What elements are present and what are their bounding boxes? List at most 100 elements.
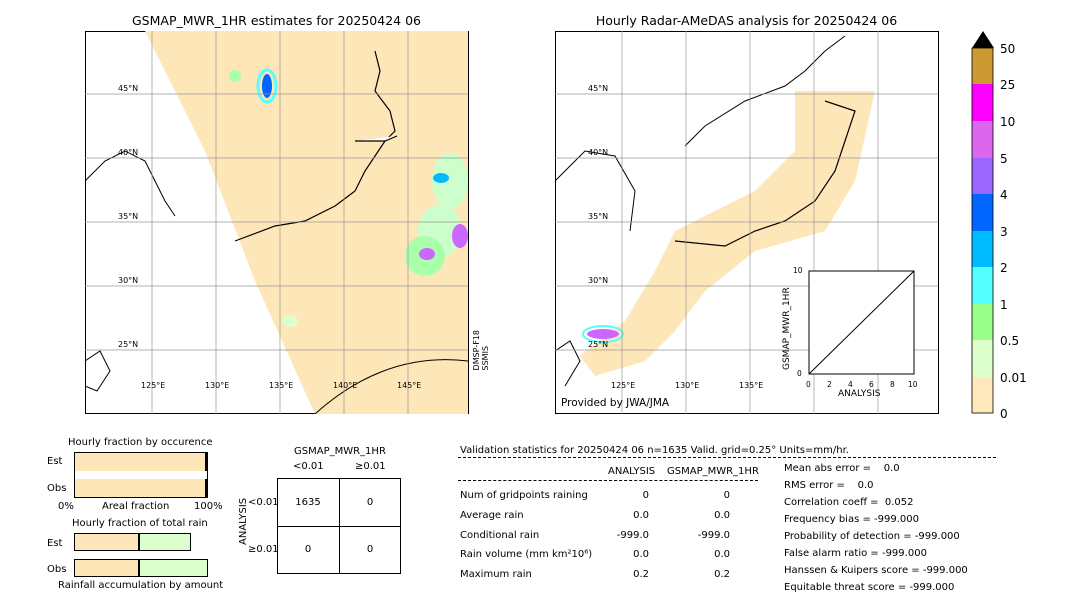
- score: False alarm ratio = -999.000: [784, 548, 927, 559]
- inset-scatter: [808, 270, 915, 375]
- stat-gsmap: 0.2: [714, 569, 730, 580]
- colorbar-label: 25: [1000, 78, 1016, 92]
- stat-label: Rain volume (mm km²10⁶): [460, 549, 593, 560]
- divider: [458, 457, 996, 458]
- axis-right: 100%: [194, 501, 223, 512]
- inset-xtick: 6: [869, 380, 874, 389]
- stat-analysis: -999.0: [616, 530, 649, 541]
- lat-label: 30°N: [588, 276, 609, 285]
- lon-label: 145°E: [397, 381, 422, 390]
- colorbar-label: 2: [1000, 261, 1008, 275]
- lon-label: 130°E: [205, 381, 230, 390]
- axis-left: 0%: [58, 501, 74, 512]
- rain-patch: [587, 329, 619, 339]
- rain-patch: [262, 74, 272, 98]
- divider: [458, 480, 758, 481]
- contingency-grid: [277, 478, 401, 574]
- stat-gsmap: -999.0: [697, 530, 730, 541]
- fraction-total-title: Hourly fraction of total rain: [72, 518, 208, 529]
- stat-gsmap: 0: [723, 490, 730, 501]
- score: Mean abs error = 0.0: [784, 463, 900, 474]
- score: Equitable threat score = -999.000: [784, 582, 955, 593]
- est-total-bar-a: [74, 533, 139, 551]
- analysis-region: [580, 91, 875, 376]
- lon-label: 135°E: [269, 381, 294, 390]
- stat-label: Maximum rain: [460, 569, 532, 580]
- lon-label: 140°E: [333, 381, 358, 390]
- left-map: [85, 31, 469, 414]
- colorbar-label: 3: [1000, 225, 1008, 239]
- colorbar-label: 0.01: [1000, 371, 1027, 385]
- colorbar-label: 0: [1000, 407, 1008, 421]
- lat-label: 40°N: [588, 148, 609, 157]
- lat-label: 35°N: [118, 212, 139, 221]
- score: Probability of detection = -999.000: [784, 531, 960, 542]
- col-gsmap: GSMAP_MWR_1HR: [667, 466, 759, 477]
- stat-label: Average rain: [460, 510, 524, 521]
- stat-label: Conditional rain: [460, 530, 540, 541]
- validation-header: Validation statistics for 20250424 06 n=…: [460, 445, 849, 456]
- score: Frequency bias = -999.000: [784, 514, 919, 525]
- lon-label: 135°E: [739, 381, 764, 390]
- col-header: <0.01: [293, 461, 324, 472]
- lat-label: 25°N: [118, 340, 139, 349]
- est-label: Est: [47, 456, 63, 467]
- obs-label: Obs: [47, 483, 67, 494]
- colorbar-label: 4: [1000, 188, 1008, 202]
- fraction-footer: Rainfall accumulation by amount: [58, 580, 224, 591]
- contingency-cell: 0: [366, 497, 374, 508]
- stat-analysis: 0.0: [633, 510, 649, 521]
- score: RMS error = 0.0: [784, 480, 874, 491]
- obs-total-bar-a: [74, 559, 139, 577]
- contingency-title: GSMAP_MWR_1HR: [294, 446, 386, 457]
- lon-label: 130°E: [675, 381, 700, 390]
- obs-occurrence-bar: [75, 479, 207, 497]
- stat-gsmap: 0.0: [714, 549, 730, 560]
- stat-analysis: 0: [642, 490, 649, 501]
- inset-ytick: 0: [797, 369, 802, 378]
- inset-xlabel: ANALYSIS: [838, 389, 881, 399]
- inset-ytick: 10: [793, 266, 803, 275]
- inset-xtick: 8: [890, 380, 895, 389]
- stat-analysis: 0.0: [633, 549, 649, 560]
- rain-patch: [452, 224, 468, 248]
- stat-analysis: 0.2: [633, 569, 649, 580]
- right-map-title: Hourly Radar-AMeDAS analysis for 2025042…: [595, 13, 898, 28]
- row-header: ≥0.01: [248, 544, 279, 555]
- sensor-label: DMSP-F18 SSMIS: [472, 330, 490, 371]
- colorbar-label: 50: [1000, 42, 1016, 56]
- inset-ylabel: GSMAP_MWR_1HR: [782, 287, 792, 370]
- colorbar-label: 0.5: [1000, 334, 1020, 348]
- obs-total-bar-b: [139, 559, 208, 577]
- obs-label: Obs: [47, 564, 67, 575]
- rain-patch: [433, 173, 449, 183]
- rain-patch: [419, 248, 435, 260]
- lat-label: 45°N: [588, 84, 609, 93]
- lat-label: 30°N: [118, 276, 139, 285]
- col-analysis: ANALYSIS: [608, 466, 656, 477]
- col-header: ≥0.01: [355, 461, 386, 472]
- fraction-occurrence-title: Hourly fraction by occurence: [68, 437, 213, 448]
- provider-label: Provided by JWA/JMA: [561, 397, 670, 409]
- lat-label: 45°N: [118, 84, 139, 93]
- stat-label: Num of gridpoints raining: [460, 490, 588, 501]
- swath-region: [145, 31, 468, 414]
- left-map-title: GSMAP_MWR_1HR estimates for 20250424 06: [132, 13, 421, 28]
- contingency-cell: 0: [304, 544, 312, 555]
- colorbar-label: 5: [1000, 152, 1008, 166]
- axis-mid: Areal fraction: [102, 501, 170, 512]
- colorbar: [971, 31, 994, 414]
- est-total-bar-b: [139, 533, 191, 551]
- lat-label: 35°N: [588, 212, 609, 221]
- score: Hanssen & Kuipers score = -999.000: [784, 565, 968, 576]
- score: Correlation coeff = 0.052: [784, 497, 914, 508]
- colorbar-label: 1: [1000, 298, 1008, 312]
- lon-label: 125°E: [611, 381, 636, 390]
- lat-label: 40°N: [118, 148, 139, 157]
- est-occurrence-bar: [75, 453, 207, 471]
- est-label: Est: [47, 538, 63, 549]
- lat-label: 25°N: [588, 340, 609, 349]
- stat-gsmap: 0.0: [714, 510, 730, 521]
- colorbar-label: 10: [1000, 115, 1016, 129]
